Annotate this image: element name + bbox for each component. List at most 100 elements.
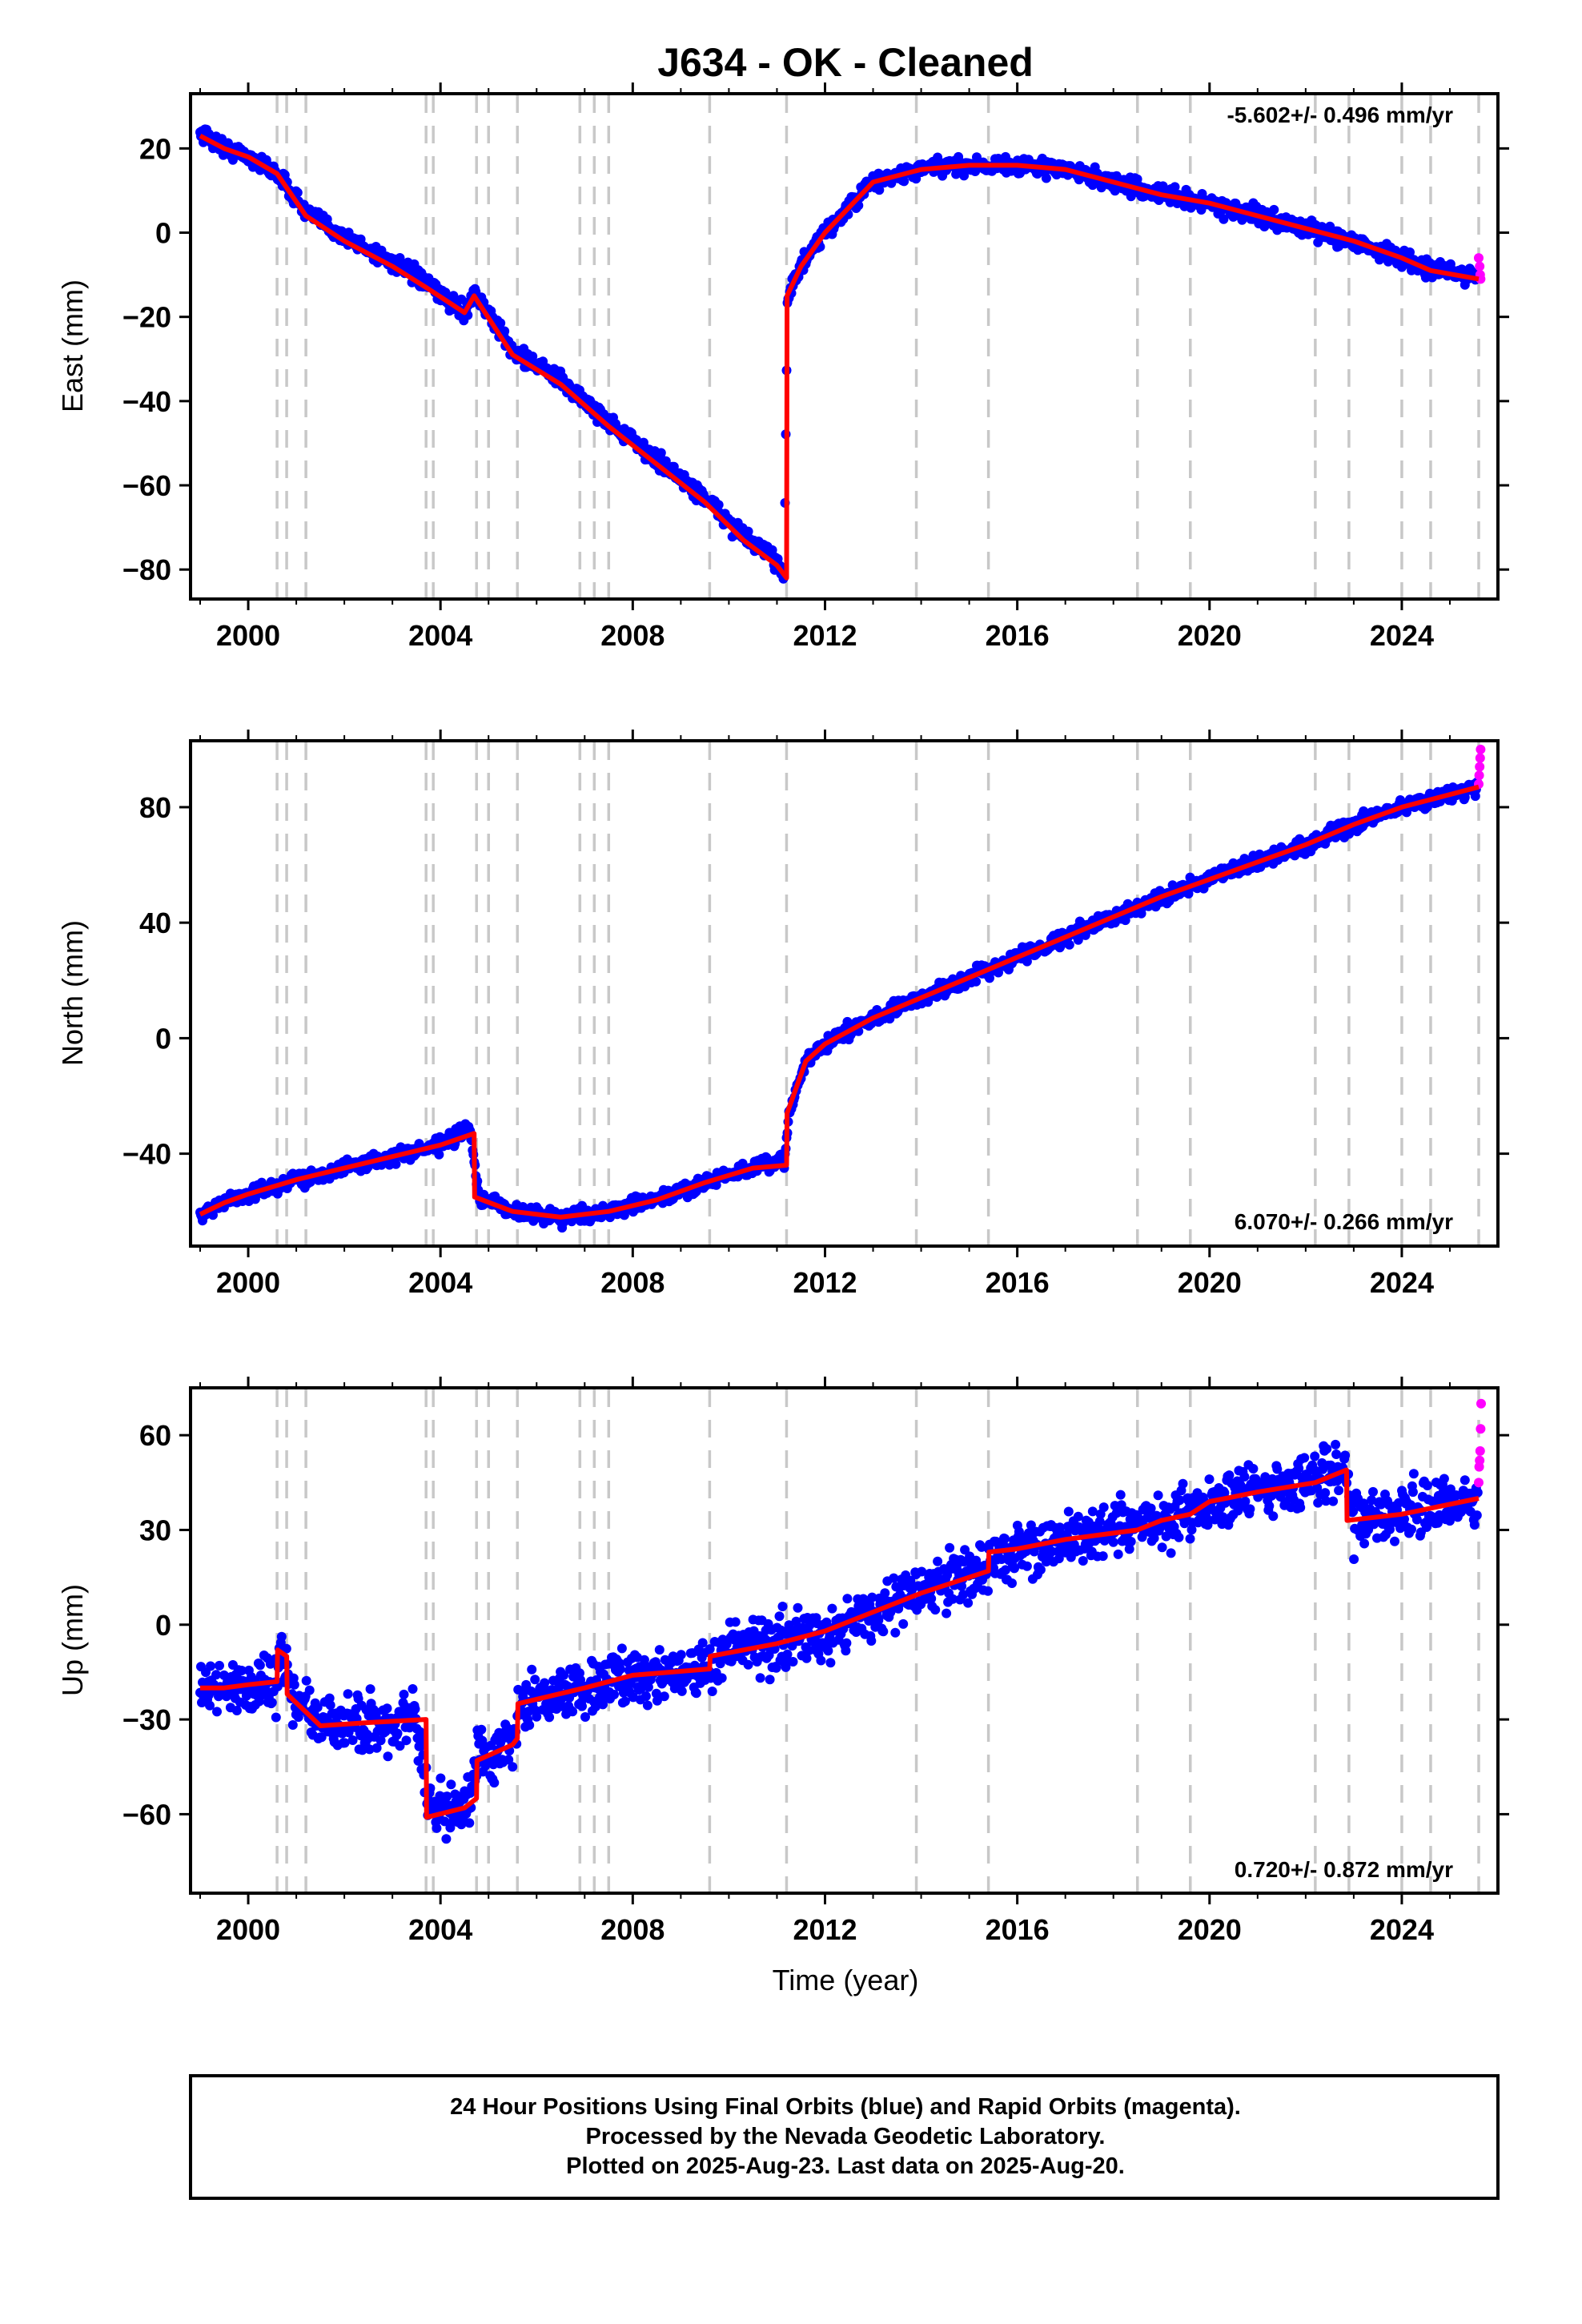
north-data-point bbox=[1064, 939, 1074, 950]
up-data-point bbox=[880, 1588, 890, 1598]
up-data-point bbox=[1349, 1554, 1359, 1564]
up-data-point bbox=[933, 1556, 943, 1566]
up-rate-text: 0.720+/- 0.872 mm/yr bbox=[1235, 1857, 1453, 1882]
up-data-point bbox=[816, 1655, 826, 1666]
up-final-orbit-points bbox=[195, 1439, 1483, 1844]
up-data-point bbox=[632, 1652, 642, 1663]
east-plot-area bbox=[195, 95, 1486, 597]
up-data-point bbox=[324, 1693, 335, 1703]
up-data-point bbox=[1203, 1520, 1213, 1530]
north-data-point bbox=[1395, 795, 1405, 805]
x-axis-label: Time (year) bbox=[773, 1964, 919, 1996]
up-data-point bbox=[205, 1700, 215, 1711]
up-data-point bbox=[1166, 1548, 1176, 1558]
up-data-point bbox=[1115, 1490, 1126, 1500]
east-x-tick-label: 2008 bbox=[600, 619, 665, 652]
up-data-point bbox=[1268, 1511, 1279, 1522]
up-data-point bbox=[312, 1703, 323, 1712]
up-data-point bbox=[898, 1618, 909, 1629]
up-data-point bbox=[1001, 1565, 1010, 1575]
up-data-point bbox=[1469, 1520, 1480, 1530]
up-data-point bbox=[1185, 1534, 1195, 1544]
up-data-point bbox=[508, 1762, 518, 1772]
up-data-point bbox=[963, 1598, 974, 1608]
up-data-point bbox=[212, 1707, 222, 1717]
up-data-point bbox=[241, 1691, 251, 1701]
east-data-point bbox=[500, 326, 510, 336]
up-rapid-orbit-point bbox=[1476, 1398, 1486, 1409]
east-data-point bbox=[959, 171, 970, 181]
up-data-point bbox=[231, 1706, 242, 1715]
up-data-point bbox=[1063, 1506, 1074, 1517]
up-data-point bbox=[1272, 1464, 1283, 1474]
up-data-point bbox=[1328, 1496, 1339, 1506]
east-data-point bbox=[743, 526, 753, 537]
up-data-point bbox=[1407, 1524, 1416, 1534]
up-panel: Up (mm) 0.720+/- 0.872 mm/yr bbox=[56, 1386, 1500, 1895]
up-data-point bbox=[1108, 1537, 1118, 1547]
east-x-tick-label: 2004 bbox=[408, 619, 472, 652]
up-data-point bbox=[1078, 1556, 1088, 1566]
east-data-point bbox=[1170, 182, 1180, 192]
east-model-line bbox=[199, 133, 1480, 581]
footer-frame bbox=[189, 2074, 1500, 2200]
up-data-point bbox=[325, 1700, 335, 1711]
north-x-tick-label: 2000 bbox=[216, 1266, 280, 1299]
up-data-point bbox=[983, 1586, 993, 1596]
up-frame bbox=[189, 1386, 1500, 1895]
up-data-point bbox=[1239, 1472, 1250, 1482]
up-data-point bbox=[977, 1542, 986, 1552]
up-data-point bbox=[1151, 1510, 1162, 1521]
up-data-point bbox=[255, 1660, 265, 1671]
north-rapid-orbit-point bbox=[1476, 744, 1486, 754]
up-data-point bbox=[1218, 1512, 1228, 1522]
up-data-point bbox=[1098, 1502, 1109, 1513]
up-data-point bbox=[281, 1643, 291, 1654]
up-data-point bbox=[316, 1732, 327, 1743]
up-data-point bbox=[878, 1626, 889, 1637]
up-data-point bbox=[765, 1675, 775, 1685]
footer-line-2: Processed by the Nevada Geodetic Laborat… bbox=[586, 2124, 1106, 2149]
north-data-point bbox=[1073, 935, 1083, 945]
up-data-point bbox=[972, 1559, 982, 1569]
up-data-point bbox=[1411, 1514, 1422, 1525]
up-data-point bbox=[1359, 1538, 1370, 1549]
up-data-point bbox=[446, 1779, 456, 1790]
up-data-point bbox=[401, 1735, 412, 1746]
east-data-point bbox=[656, 448, 666, 458]
up-data-point bbox=[1310, 1451, 1320, 1462]
up-data-point bbox=[1421, 1522, 1431, 1532]
up-plot-area bbox=[195, 1389, 1486, 1892]
north-x-tick-label: 2008 bbox=[600, 1266, 665, 1299]
up-data-point bbox=[1007, 1578, 1017, 1588]
up-data-point bbox=[1359, 1498, 1369, 1509]
north-x-tick-label: 2012 bbox=[793, 1266, 857, 1299]
up-data-point bbox=[791, 1616, 801, 1626]
up-data-point bbox=[440, 1816, 450, 1827]
up-data-point bbox=[489, 1778, 500, 1788]
up-data-point bbox=[945, 1542, 955, 1553]
up-data-point bbox=[1295, 1502, 1306, 1513]
up-data-point bbox=[544, 1712, 555, 1723]
up-data-point bbox=[730, 1617, 741, 1627]
up-data-point bbox=[1240, 1496, 1251, 1506]
up-data-point bbox=[1294, 1463, 1304, 1474]
up-data-point bbox=[1299, 1453, 1310, 1463]
up-data-point bbox=[784, 1620, 794, 1630]
up-data-point bbox=[651, 1688, 661, 1699]
up-data-point bbox=[304, 1685, 315, 1695]
east-data-point bbox=[911, 174, 921, 184]
up-data-point bbox=[1094, 1516, 1105, 1526]
up-data-point bbox=[271, 1712, 281, 1723]
up-data-point bbox=[917, 1566, 927, 1577]
east-x-tick-label: 2024 bbox=[1370, 619, 1434, 652]
up-data-point bbox=[371, 1743, 382, 1753]
up-data-point bbox=[1000, 1534, 1010, 1544]
up-data-point bbox=[942, 1608, 952, 1618]
up-data-point bbox=[609, 1690, 619, 1699]
up-data-point bbox=[559, 1670, 569, 1680]
up-data-point bbox=[527, 1664, 537, 1675]
up-data-point bbox=[365, 1684, 375, 1695]
east-frame bbox=[189, 92, 1500, 601]
up-data-point bbox=[1264, 1501, 1275, 1511]
